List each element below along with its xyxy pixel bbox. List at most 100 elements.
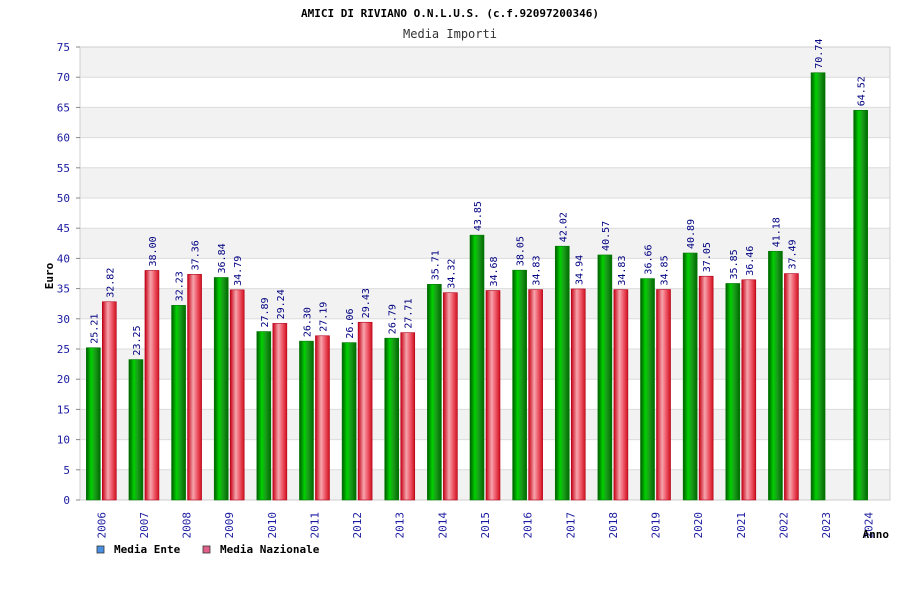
bar-media-ente bbox=[554, 245, 570, 501]
bar-media-ente bbox=[725, 283, 741, 501]
data-label: 34.68 bbox=[489, 256, 500, 286]
data-label: 36.46 bbox=[745, 246, 756, 276]
bar-media-nazionale bbox=[656, 289, 671, 501]
bar-media-ente bbox=[512, 269, 527, 501]
x-axis-title: Anno bbox=[863, 528, 890, 541]
bar-media-ente bbox=[256, 331, 272, 501]
bar-media-ente bbox=[682, 252, 698, 501]
y-axis-title: Euro bbox=[43, 262, 56, 289]
y-tick-label: 25 bbox=[57, 343, 70, 356]
data-label: 23.25 bbox=[132, 325, 143, 355]
x-tick-label: 2020 bbox=[692, 512, 705, 539]
legend-swatch-media-ente bbox=[96, 545, 105, 554]
bar-media-ente bbox=[213, 277, 229, 501]
data-label: 38.05 bbox=[516, 236, 527, 266]
legend-item-media-ente: Media Ente bbox=[96, 543, 181, 556]
data-label: 29.43 bbox=[361, 288, 372, 318]
data-label: 29.24 bbox=[276, 289, 287, 319]
y-tick-label: 75 bbox=[57, 41, 70, 54]
chart-subtitle: Media Importi bbox=[403, 27, 497, 41]
bar-media-ente bbox=[384, 337, 400, 501]
bar-media-nazionale bbox=[485, 290, 501, 501]
data-label: 34.83 bbox=[617, 256, 628, 286]
x-tick-label: 2018 bbox=[607, 512, 620, 539]
y-tick-label: 70 bbox=[57, 71, 70, 84]
x-tick-label: 2023 bbox=[820, 512, 833, 539]
y-tick-label: 15 bbox=[57, 403, 70, 416]
x-tick-label: 2010 bbox=[266, 512, 279, 539]
y-tick-label: 50 bbox=[57, 192, 70, 205]
bar-media-ente bbox=[171, 305, 186, 501]
data-label: 27.19 bbox=[318, 302, 329, 332]
y-tick-label: 65 bbox=[57, 101, 70, 114]
x-tick-label: 2019 bbox=[650, 512, 663, 539]
data-label: 43.85 bbox=[473, 201, 484, 231]
y-tick-label: 55 bbox=[57, 162, 70, 175]
data-label: 34.83 bbox=[532, 256, 543, 286]
bar-media-ente bbox=[640, 278, 655, 501]
bar-media-nazionale bbox=[570, 288, 586, 501]
bar-media-nazionale bbox=[443, 292, 458, 501]
x-tick-label: 2012 bbox=[351, 512, 364, 539]
data-label: 35.71 bbox=[430, 250, 441, 280]
bar-media-nazionale bbox=[400, 332, 416, 501]
bar-media-ente bbox=[469, 234, 485, 501]
x-tick-label: 2009 bbox=[223, 512, 236, 539]
y-tick-label: 40 bbox=[57, 252, 70, 265]
data-label: 36.66 bbox=[644, 244, 655, 274]
bar-media-nazionale bbox=[229, 289, 245, 501]
bar-media-ente bbox=[597, 254, 613, 501]
grid-band bbox=[80, 107, 890, 138]
grid-band bbox=[80, 167, 890, 198]
bar-media-nazionale bbox=[187, 274, 202, 501]
data-label: 40.89 bbox=[686, 219, 697, 249]
bar-media-ente bbox=[341, 342, 357, 501]
data-label: 26.30 bbox=[302, 307, 313, 337]
bar-media-ente bbox=[299, 340, 314, 501]
data-label: 64.52 bbox=[857, 76, 868, 106]
bar-media-ente bbox=[86, 347, 101, 501]
y-tick-label: 30 bbox=[57, 313, 70, 326]
bar-media-nazionale bbox=[528, 289, 543, 501]
data-label: 41.18 bbox=[771, 217, 782, 247]
data-label: 27.89 bbox=[260, 297, 271, 327]
x-tick-label: 2017 bbox=[564, 512, 577, 539]
data-label: 34.94 bbox=[574, 255, 585, 285]
data-label: 36.84 bbox=[217, 243, 228, 273]
x-axis-ticks: 2006 2007 2008 2009 2010 2011 2012 2013 2014 2015… bbox=[95, 512, 875, 539]
bar-media-nazionale bbox=[102, 301, 117, 501]
x-tick-label: 2008 bbox=[181, 512, 194, 539]
data-label: 37.36 bbox=[191, 240, 202, 270]
x-tick-label: 2021 bbox=[735, 512, 748, 539]
y-tick-label: 35 bbox=[57, 283, 70, 296]
data-label: 34.79 bbox=[233, 256, 244, 286]
bar-media-nazionale bbox=[741, 279, 757, 501]
x-tick-label: 2014 bbox=[436, 512, 449, 539]
bar-media-ente bbox=[427, 284, 442, 501]
bars bbox=[86, 72, 868, 501]
data-label: 42.02 bbox=[558, 212, 569, 242]
data-label: 26.79 bbox=[388, 304, 399, 334]
legend-label-media-nazionale: Media Nazionale bbox=[220, 543, 320, 556]
y-axis-ticks: 0 5 10 15 20 25 30 35 40 45 50 55 60 65 70 75 bbox=[57, 41, 80, 507]
x-tick-label: 2011 bbox=[308, 512, 321, 539]
data-labels: 25.21 32.82 23.25 38.00 32.23 37.36 36.84 34.79… bbox=[89, 39, 867, 356]
bar-media-ente bbox=[128, 359, 144, 501]
x-tick-label: 2024 bbox=[863, 512, 876, 539]
x-tick-label: 2013 bbox=[394, 512, 407, 539]
bar-media-nazionale bbox=[144, 270, 160, 501]
data-label: 38.00 bbox=[148, 236, 159, 266]
data-label: 34.85 bbox=[660, 255, 671, 285]
grid-band bbox=[80, 228, 890, 259]
bar-media-nazionale bbox=[357, 321, 373, 501]
y-tick-label: 20 bbox=[57, 373, 70, 386]
data-label: 26.06 bbox=[345, 308, 356, 338]
y-tick-label: 10 bbox=[57, 434, 70, 447]
y-tick-label: 0 bbox=[63, 494, 70, 507]
x-tick-label: 2007 bbox=[138, 512, 151, 539]
data-label: 35.85 bbox=[729, 249, 740, 279]
bar-media-nazionale bbox=[272, 323, 288, 501]
legend-item-media-nazionale: Media Nazionale bbox=[202, 543, 320, 556]
data-label: 37.05 bbox=[702, 242, 713, 272]
